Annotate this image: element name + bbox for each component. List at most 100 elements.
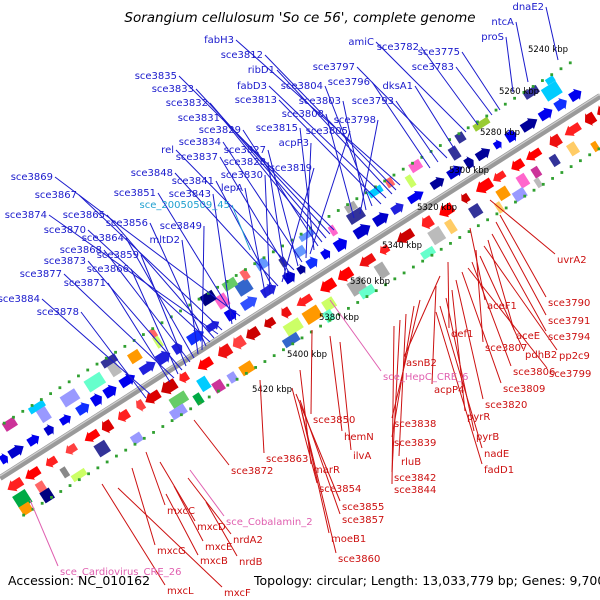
tick-dot: [458, 236, 462, 239]
reverse-gene-arrow: [218, 343, 234, 359]
reverse-gene-label-leader: [339, 341, 352, 451]
reverse-gene-arrow: [526, 147, 543, 161]
reverse-gene-label-leader: [310, 329, 313, 415]
reverse-gene-arrow: [145, 389, 162, 404]
forward-gene-label: lepA: [221, 183, 243, 194]
reverse-gene-arrow: [65, 443, 78, 455]
forward-gene-label-leader: [325, 113, 355, 219]
reverse-gene-label-leader: [301, 411, 337, 554]
reverse-gene-labels: uvrA2 sce3790 sce3791 aceF1 sce3794 aceE pp2c9…: [101, 199, 591, 599]
tick-dot: [291, 342, 295, 346]
tick-dot: [281, 244, 284, 248]
forward-gene-label: sce3859: [97, 250, 139, 261]
tick-dot: [486, 218, 490, 222]
gene-block: [322, 308, 336, 324]
forward-gene-label: sce3878: [37, 307, 79, 318]
forward-gene-label-leader: [157, 192, 237, 321]
tick-dot: [568, 61, 572, 65]
reverse-gene-label: nrdB: [239, 557, 263, 568]
tick-dot: [152, 431, 155, 434]
forward-gene-label-leader: [420, 46, 479, 126]
tick-dot: [449, 241, 452, 245]
gene-block: [384, 176, 396, 189]
forward-gene-label: sce3804: [281, 81, 323, 92]
tick-dot: [503, 102, 507, 106]
forward-gene-label: sce3865: [63, 210, 105, 221]
kbp-tick-label: 5300 kbp: [449, 166, 489, 176]
tick-dot: [188, 303, 192, 307]
tick-dot: [50, 495, 53, 499]
forward-gene-label: acpP3: [279, 138, 309, 149]
kbp-tick-label: 5420 kbp: [252, 385, 292, 395]
reverse-gene-label-leader: [435, 311, 483, 465]
tick-dot: [271, 250, 275, 254]
tick-dot: [254, 366, 258, 369]
forward-gene-label: sce3884: [0, 294, 40, 305]
reverse-gene-arrow: [320, 277, 338, 293]
gene-block: [511, 186, 528, 203]
tick-dot: [439, 247, 443, 251]
tick-dot: [179, 309, 182, 313]
gene-block: [530, 165, 543, 179]
backbone: [0, 93, 600, 481]
misc-feature-label-leader: [231, 204, 251, 251]
gene-block: [282, 317, 304, 337]
reverse-gene-label: uvrA2: [557, 255, 587, 266]
tick-dot: [383, 179, 387, 183]
tick-dot: [124, 448, 128, 452]
forward-gene-label-leader: [181, 239, 199, 355]
tick-dot: [262, 256, 266, 260]
reverse-gene-label-leader: [193, 419, 230, 466]
reverse-gene-label: moeB1: [331, 534, 366, 545]
reverse-gene-label: sce3799: [549, 369, 591, 380]
forward-gene-label: sce3783: [412, 62, 454, 73]
gene-block: [107, 361, 123, 378]
reverse-gene-label: mxcL: [167, 586, 194, 597]
gene-block: [373, 261, 391, 280]
tick-dot: [40, 501, 44, 505]
gene-block: [515, 172, 531, 189]
kbp-tick-label: 5380 kbp: [319, 313, 359, 323]
tick-dot: [476, 224, 480, 228]
tick-dot: [513, 96, 516, 100]
gene-block: [454, 131, 467, 144]
gene-block: [1, 416, 18, 432]
reverse-gene-label-leader: [391, 319, 401, 473]
forward-gene-arrow: [492, 139, 502, 150]
gene-block: [59, 466, 71, 479]
tick-dot: [337, 312, 341, 316]
reverse-gene-label-leader: [489, 199, 556, 255]
forward-gene-label: sce3871: [64, 278, 106, 289]
forward-gene-label: fabH3: [204, 35, 234, 46]
tick-dot: [77, 478, 81, 482]
forward-gene-arrow: [305, 256, 318, 270]
forward-gene-label-leader: [545, 6, 559, 61]
reverse-gene-arrow: [246, 326, 261, 341]
forward-gene-label: sce3837: [176, 152, 218, 163]
reverse-gene-label: sce3790: [548, 298, 590, 309]
forward-gene-label: sce3808: [282, 109, 324, 120]
reverse-gene-arrow: [84, 428, 101, 442]
feature-label: sce_Cardiovirus_CRE_26: [60, 567, 181, 578]
tick-dot: [189, 407, 193, 411]
tick-dot: [560, 171, 564, 174]
forward-gene-label: proS: [481, 32, 504, 43]
reverse-gene-label: sce3809: [503, 384, 545, 395]
kbp-tick-label: 5240 kbp: [528, 45, 568, 55]
forward-gene-label-leader: [267, 149, 299, 267]
reverse-gene-label: mxcD: [197, 522, 226, 533]
gene-block: [358, 283, 377, 300]
tick-dot: [373, 185, 377, 189]
tick-dot: [588, 153, 592, 157]
gene-block: [408, 158, 424, 174]
forward-gene-label: sce3833: [152, 84, 194, 95]
gene-block: [444, 218, 458, 235]
tick-dot: [170, 419, 174, 423]
reverse-gene-label: asnB2: [406, 358, 437, 369]
reverse-gene-label-leader: [187, 477, 232, 535]
reverse-gene-label: nrdA2: [233, 535, 263, 546]
gene-block: [472, 116, 491, 132]
reverse-gene-label: sce3860: [338, 554, 380, 565]
forward-gene-label: fabD3: [237, 81, 267, 92]
tick-dot: [31, 507, 35, 511]
